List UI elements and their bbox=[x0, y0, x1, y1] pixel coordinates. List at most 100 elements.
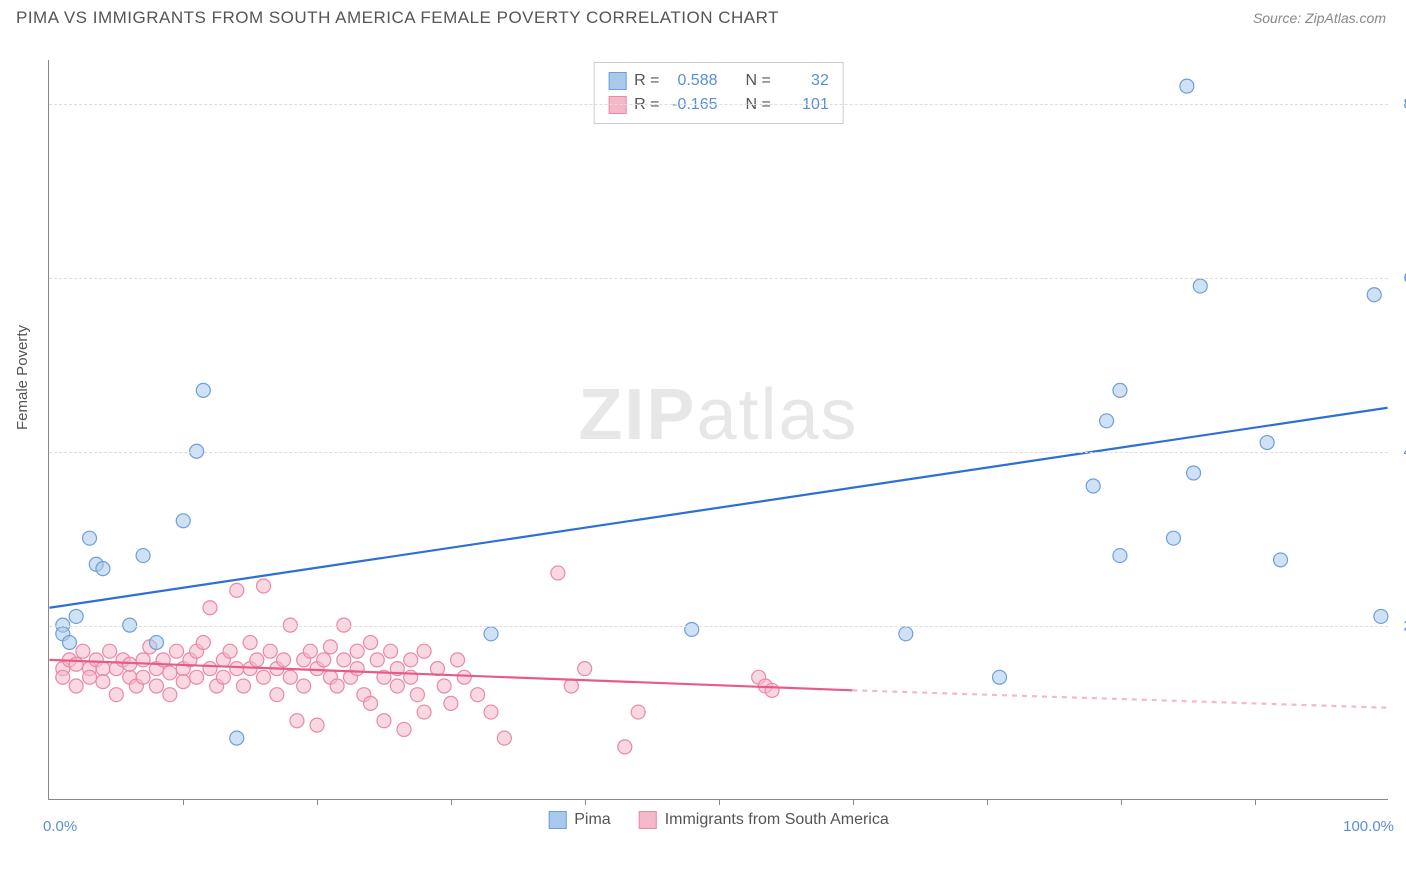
data-point bbox=[136, 670, 150, 684]
source-credit: Source: ZipAtlas.com bbox=[1253, 10, 1386, 26]
data-point bbox=[618, 740, 632, 754]
data-point bbox=[297, 679, 311, 693]
trend-line bbox=[852, 690, 1387, 707]
data-point bbox=[564, 679, 578, 693]
data-point bbox=[196, 636, 210, 650]
gridline bbox=[49, 278, 1388, 279]
x-tick bbox=[451, 799, 452, 805]
gridline bbox=[49, 452, 1388, 453]
data-point bbox=[196, 383, 210, 397]
data-point bbox=[109, 688, 123, 702]
data-point bbox=[631, 705, 645, 719]
data-point bbox=[350, 662, 364, 676]
data-point bbox=[1113, 383, 1127, 397]
data-point bbox=[685, 622, 699, 636]
data-point bbox=[1260, 436, 1274, 450]
data-point bbox=[236, 679, 250, 693]
data-point bbox=[417, 644, 431, 658]
x-tick bbox=[585, 799, 586, 805]
chart-plot-area: ZIPatlas R = 0.588 N = 32 R = -0.165 N =… bbox=[48, 60, 1388, 800]
data-point bbox=[364, 696, 378, 710]
data-point bbox=[471, 688, 485, 702]
x-tick bbox=[183, 799, 184, 805]
data-point bbox=[1187, 466, 1201, 480]
data-point bbox=[170, 644, 184, 658]
data-point bbox=[123, 657, 137, 671]
data-point bbox=[330, 679, 344, 693]
data-point bbox=[163, 688, 177, 702]
data-point bbox=[410, 688, 424, 702]
data-point bbox=[323, 640, 337, 654]
data-point bbox=[370, 653, 384, 667]
data-point bbox=[457, 670, 471, 684]
data-point bbox=[69, 609, 83, 623]
gridline bbox=[49, 626, 1388, 627]
y-axis-label: Female Poverty bbox=[14, 325, 31, 430]
data-point bbox=[136, 549, 150, 563]
data-point bbox=[364, 636, 378, 650]
data-point bbox=[136, 653, 150, 667]
data-point bbox=[96, 675, 110, 689]
data-point bbox=[76, 644, 90, 658]
data-point bbox=[96, 562, 110, 576]
data-point bbox=[1180, 79, 1194, 93]
data-point bbox=[62, 636, 76, 650]
data-point bbox=[83, 670, 97, 684]
x-axis-max-label: 100.0% bbox=[1343, 818, 1394, 835]
data-point bbox=[190, 670, 204, 684]
data-point bbox=[203, 601, 217, 615]
bottom-legend: Pima Immigrants from South America bbox=[548, 811, 889, 829]
swatch-immigrants-icon bbox=[639, 811, 657, 829]
data-point bbox=[337, 653, 351, 667]
data-point bbox=[765, 683, 779, 697]
trend-line bbox=[49, 408, 1387, 608]
data-point bbox=[404, 653, 418, 667]
data-point bbox=[277, 653, 291, 667]
data-point bbox=[290, 714, 304, 728]
data-point bbox=[176, 675, 190, 689]
data-point bbox=[350, 644, 364, 658]
data-point bbox=[578, 662, 592, 676]
x-tick bbox=[719, 799, 720, 805]
data-point bbox=[303, 644, 317, 658]
data-point bbox=[230, 731, 244, 745]
data-point bbox=[56, 670, 70, 684]
data-point bbox=[484, 627, 498, 641]
data-point bbox=[230, 583, 244, 597]
swatch-pima-icon bbox=[548, 811, 566, 829]
data-point bbox=[96, 662, 110, 676]
gridline bbox=[49, 104, 1388, 105]
data-point bbox=[417, 705, 431, 719]
data-point bbox=[203, 662, 217, 676]
data-point bbox=[223, 644, 237, 658]
data-point bbox=[317, 653, 331, 667]
data-point bbox=[1193, 279, 1207, 293]
data-point bbox=[1367, 288, 1381, 302]
data-point bbox=[69, 657, 83, 671]
data-point bbox=[397, 722, 411, 736]
legend-label-pima: Pima bbox=[574, 811, 610, 829]
data-point bbox=[263, 644, 277, 658]
x-tick bbox=[1121, 799, 1122, 805]
data-point bbox=[176, 514, 190, 528]
scatter-svg bbox=[49, 60, 1388, 799]
data-point bbox=[69, 679, 83, 693]
data-point bbox=[149, 679, 163, 693]
legend-item-pima: Pima bbox=[548, 811, 610, 829]
data-point bbox=[1113, 549, 1127, 563]
data-point bbox=[451, 653, 465, 667]
data-point bbox=[497, 731, 511, 745]
data-point bbox=[243, 636, 257, 650]
data-point bbox=[377, 714, 391, 728]
x-tick bbox=[853, 799, 854, 805]
data-point bbox=[384, 644, 398, 658]
data-point bbox=[216, 670, 230, 684]
data-point bbox=[230, 662, 244, 676]
data-point bbox=[899, 627, 913, 641]
data-point bbox=[390, 679, 404, 693]
chart-title: PIMA VS IMMIGRANTS FROM SOUTH AMERICA FE… bbox=[16, 8, 779, 28]
data-point bbox=[1100, 414, 1114, 428]
x-tick bbox=[317, 799, 318, 805]
data-point bbox=[270, 688, 284, 702]
data-point bbox=[257, 579, 271, 593]
